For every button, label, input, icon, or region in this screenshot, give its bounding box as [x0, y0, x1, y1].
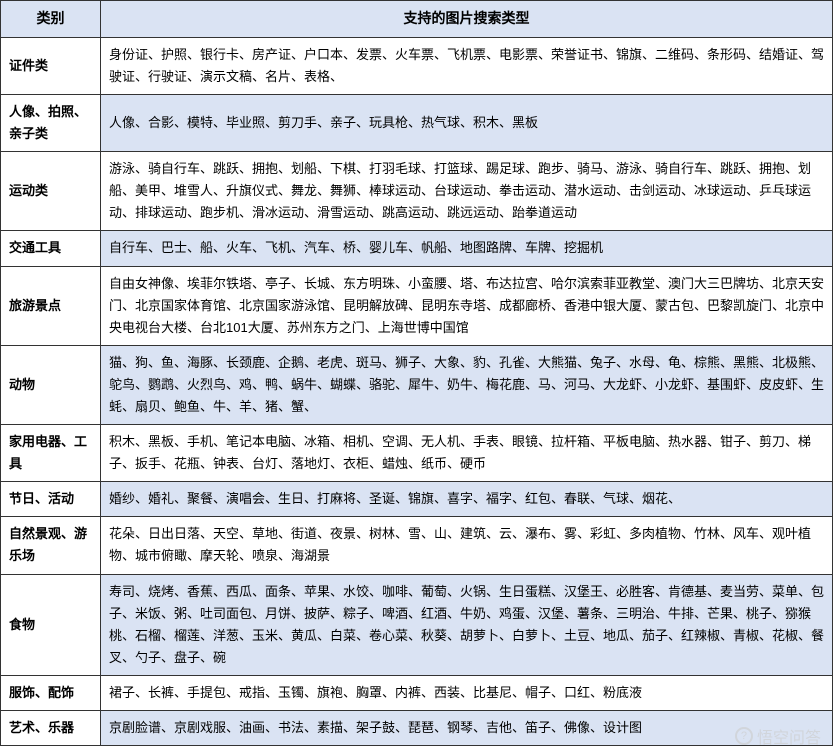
- watermark: ? 悟空问答: [735, 724, 821, 748]
- category-cell: 自然景观、游乐场: [1, 517, 101, 574]
- header-category: 类别: [1, 1, 101, 38]
- category-cell: 证件类: [1, 37, 101, 94]
- watermark-text: 悟空问答: [757, 724, 821, 748]
- category-cell: 人像、拍照、亲子类: [1, 94, 101, 151]
- content-cell: 猫、狗、鱼、海豚、长颈鹿、企鹅、老虎、斑马、狮子、大象、豹、孔雀、大熊猫、兔子、…: [101, 345, 833, 424]
- table-row: 动物 猫、狗、鱼、海豚、长颈鹿、企鹅、老虎、斑马、狮子、大象、豹、孔雀、大熊猫、…: [1, 345, 833, 424]
- category-cell: 交通工具: [1, 231, 101, 266]
- table-header-row: 类别 支持的图片搜索类型: [1, 1, 833, 38]
- category-cell: 旅游景点: [1, 266, 101, 345]
- content-cell: 自由女神像、埃菲尔铁塔、亭子、长城、东方明珠、小蛮腰、塔、布达拉宫、哈尔滨索菲亚…: [101, 266, 833, 345]
- content-cell: 游泳、骑自行车、跳跃、拥抱、划船、下棋、打羽毛球、打篮球、踢足球、跑步、骑马、游…: [101, 152, 833, 231]
- image-search-types-table: 类别 支持的图片搜索类型 证件类 身份证、护照、银行卡、房产证、户口本、发票、火…: [0, 0, 833, 746]
- category-cell: 节日、活动: [1, 482, 101, 517]
- content-cell: 积木、黑板、手机、笔记本电脑、冰箱、相机、空调、无人机、手表、眼镜、拉杆箱、平板…: [101, 425, 833, 482]
- table-row: 艺术、乐器 京剧脸谱、京剧戏服、油画、书法、素描、架子鼓、琵琶、钢琴、吉他、笛子…: [1, 711, 833, 746]
- table-row: 节日、活动 婚纱、婚礼、聚餐、演唱会、生日、打麻将、圣诞、锦旗、喜字、福字、红包…: [1, 482, 833, 517]
- table-row: 食物 寿司、烧烤、香蕉、西瓜、面条、苹果、水饺、咖啡、葡萄、火锅、生日蛋糕、汉堡…: [1, 574, 833, 675]
- category-cell: 艺术、乐器: [1, 711, 101, 746]
- table-row: 交通工具 自行车、巴士、船、火车、飞机、汽车、桥、婴儿车、帆船、地图路牌、车牌、…: [1, 231, 833, 266]
- table-row: 旅游景点 自由女神像、埃菲尔铁塔、亭子、长城、东方明珠、小蛮腰、塔、布达拉宫、哈…: [1, 266, 833, 345]
- content-cell: 京剧脸谱、京剧戏服、油画、书法、素描、架子鼓、琵琶、钢琴、吉他、笛子、佛像、设计…: [101, 711, 833, 746]
- category-cell: 动物: [1, 345, 101, 424]
- table-row: 家用电器、工具 积木、黑板、手机、笔记本电脑、冰箱、相机、空调、无人机、手表、眼…: [1, 425, 833, 482]
- content-cell: 人像、合影、模特、毕业照、剪刀手、亲子、玩具枪、热气球、积木、黑板: [101, 94, 833, 151]
- content-cell: 身份证、护照、银行卡、房产证、户口本、发票、火车票、飞机票、电影票、荣誉证书、锦…: [101, 37, 833, 94]
- content-cell: 自行车、巴士、船、火车、飞机、汽车、桥、婴儿车、帆船、地图路牌、车牌、挖掘机: [101, 231, 833, 266]
- category-cell: 家用电器、工具: [1, 425, 101, 482]
- category-cell: 食物: [1, 574, 101, 675]
- content-cell: 花朵、日出日落、天空、草地、街道、夜景、树林、雪、山、建筑、云、瀑布、雾、彩虹、…: [101, 517, 833, 574]
- category-cell: 服饰、配饰: [1, 675, 101, 710]
- header-types: 支持的图片搜索类型: [101, 1, 833, 38]
- table-row: 人像、拍照、亲子类 人像、合影、模特、毕业照、剪刀手、亲子、玩具枪、热气球、积木…: [1, 94, 833, 151]
- table-row: 证件类 身份证、护照、银行卡、房产证、户口本、发票、火车票、飞机票、电影票、荣誉…: [1, 37, 833, 94]
- watermark-icon: ?: [735, 727, 753, 745]
- category-cell: 运动类: [1, 152, 101, 231]
- table-body: 证件类 身份证、护照、银行卡、房产证、户口本、发票、火车票、飞机票、电影票、荣誉…: [1, 37, 833, 745]
- table-row: 自然景观、游乐场 花朵、日出日落、天空、草地、街道、夜景、树林、雪、山、建筑、云…: [1, 517, 833, 574]
- content-cell: 寿司、烧烤、香蕉、西瓜、面条、苹果、水饺、咖啡、葡萄、火锅、生日蛋糕、汉堡王、必…: [101, 574, 833, 675]
- content-cell: 婚纱、婚礼、聚餐、演唱会、生日、打麻将、圣诞、锦旗、喜字、福字、红包、春联、气球…: [101, 482, 833, 517]
- table-row: 运动类 游泳、骑自行车、跳跃、拥抱、划船、下棋、打羽毛球、打篮球、踢足球、跑步、…: [1, 152, 833, 231]
- content-cell: 裙子、长裤、手提包、戒指、玉镯、旗袍、胸罩、内裤、西装、比基尼、帽子、口红、粉底…: [101, 675, 833, 710]
- table-row: 服饰、配饰 裙子、长裤、手提包、戒指、玉镯、旗袍、胸罩、内裤、西装、比基尼、帽子…: [1, 675, 833, 710]
